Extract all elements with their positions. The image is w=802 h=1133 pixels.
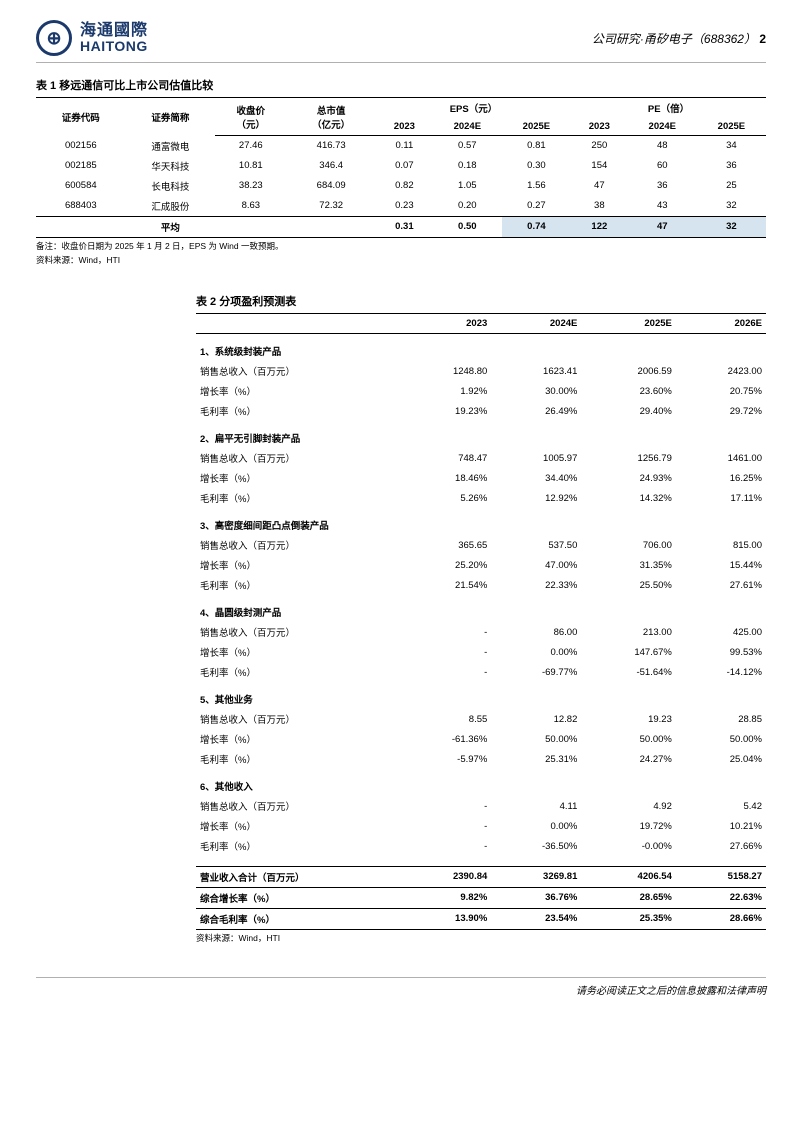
table-row: 增长率（%）18.46%34.40%24.93%16.25% [196, 468, 766, 488]
logo-text-en: HAITONG [80, 39, 148, 53]
table-row-total: 营业收入合计（百万元）2390.843269.814206.545158.27 [196, 866, 766, 887]
segment-header: 3、高密度细间距凸点倒装产品 [196, 508, 766, 535]
table-row: 毛利率（%）21.54%22.33%25.50%27.61% [196, 575, 766, 595]
table-row: 毛利率（%）--69.77%-51.64%-14.12% [196, 662, 766, 682]
table1-note: 备注：收盘价日期为 2025 年 1 月 2 日，EPS 为 Wind 一致预期… [36, 241, 766, 253]
table2-title: 表 2 分项盈利预测表 [196, 293, 766, 309]
col-2026e: 2026E [676, 314, 766, 334]
col-2025e: 2025E [581, 314, 676, 334]
table-row: 增长率（%）-0.00%147.67%99.53% [196, 642, 766, 662]
table-row: 销售总收入（百万元）8.5512.8219.2328.85 [196, 709, 766, 729]
col-2024e: 2024E [491, 314, 581, 334]
table-row: 增长率（%）-0.00%19.72%10.21% [196, 816, 766, 836]
col-pe-group: PE（倍） [571, 98, 766, 119]
logo-icon: ⊕ [36, 20, 72, 56]
table-row-total: 综合毛利率（%）13.90%23.54%25.35%28.66% [196, 908, 766, 929]
table1-source: 资料来源：Wind，HTI [36, 255, 766, 267]
table-row: 增长率（%）25.20%47.00%31.35%15.44% [196, 555, 766, 575]
page-header: ⊕ 海通國際 HAITONG 公司研究·甬矽电子（688362） 2 [36, 20, 766, 63]
logo-text-cn: 海通國際 [80, 23, 148, 39]
segment-header: 4、晶圆级封测产品 [196, 595, 766, 622]
col-pe-2025e: 2025E [697, 118, 766, 136]
table-row-average: 平均0.310.500.741224732 [36, 216, 766, 237]
page-number: 2 [759, 32, 766, 46]
valuation-comparison-table: 证券代码 证券简称 收盘价（元） 总市值（亿元） EPS（元） PE（倍） 20… [36, 97, 766, 238]
table-row-total: 综合增长率（%）9.82%36.76%28.65%22.63% [196, 887, 766, 908]
table-row: 毛利率（%）--36.50%-0.00%27.66% [196, 836, 766, 856]
table-row: 销售总收入（百万元）1248.801623.412006.592423.00 [196, 361, 766, 381]
col-code: 证券代码 [36, 98, 126, 136]
logo: ⊕ 海通國際 HAITONG [36, 20, 148, 56]
page-footer: 请务必阅读正文之后的信息披露和法律声明 [36, 977, 766, 997]
col-eps-2024e: 2024E [433, 118, 502, 136]
col-2023: 2023 [401, 314, 491, 334]
segment-header: 1、系统级封装产品 [196, 334, 766, 362]
col-eps-2023: 2023 [376, 118, 433, 136]
col-eps-group: EPS（元） [376, 98, 571, 119]
col-close: 收盘价（元） [215, 98, 286, 136]
segment-header: 2、扁平无引脚封装产品 [196, 421, 766, 448]
table-row: 002156通富微电27.46416.730.110.570.812504834 [36, 136, 766, 156]
col-mktcap: 总市值（亿元） [286, 98, 376, 136]
col-pe-2023: 2023 [571, 118, 628, 136]
table-row: 增长率（%）-61.36%50.00%50.00%50.00% [196, 729, 766, 749]
table-row: 600584长电科技38.23684.090.821.051.56473625 [36, 176, 766, 196]
table-row: 002185华天科技10.81346.40.070.180.301546036 [36, 156, 766, 176]
header-breadcrumb: 公司研究·甬矽电子（688362） 2 [592, 30, 766, 47]
table-row: 销售总收入（百万元）-86.00213.00425.00 [196, 622, 766, 642]
col-name: 证券简称 [126, 98, 216, 136]
table1-title: 表 1 移远通信可比上市公司估值比较 [36, 77, 766, 93]
table-row: 毛利率（%）-5.97%25.31%24.27%25.04% [196, 749, 766, 769]
table-row: 增长率（%）1.92%30.00%23.60%20.75% [196, 381, 766, 401]
table-row: 销售总收入（百万元）748.471005.971256.791461.00 [196, 448, 766, 468]
col-pe-2024e: 2024E [628, 118, 697, 136]
table-row: 毛利率（%）5.26%12.92%14.32%17.11% [196, 488, 766, 508]
table-row: 毛利率（%）19.23%26.49%29.40%29.72% [196, 401, 766, 421]
earnings-forecast-table: 2023 2024E 2025E 2026E 1、系统级封装产品销售总收入（百万… [196, 313, 766, 930]
table-row: 销售总收入（百万元）365.65537.50706.00815.00 [196, 535, 766, 555]
col-eps-2025e: 2025E [502, 118, 571, 136]
segment-header: 5、其他业务 [196, 682, 766, 709]
table-row: 688403汇成股份8.6372.320.230.200.27384332 [36, 196, 766, 217]
segment-header: 6、其他收入 [196, 769, 766, 796]
table2-source: 资料来源：Wind，HTI [196, 933, 766, 945]
table-row: 销售总收入（百万元）-4.114.925.42 [196, 796, 766, 816]
